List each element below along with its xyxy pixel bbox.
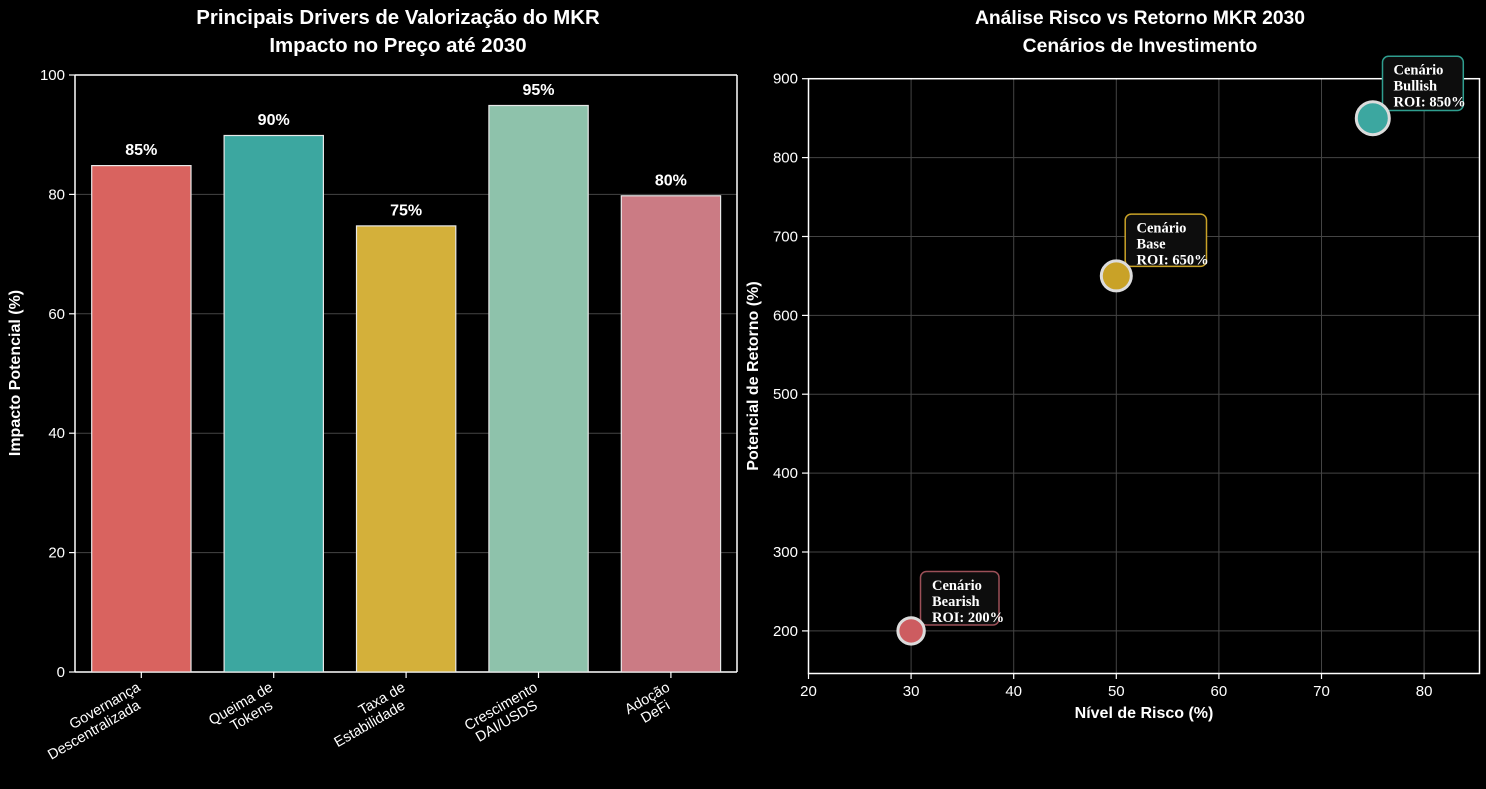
svg-text:90%: 90% <box>258 112 290 129</box>
svg-text:40: 40 <box>48 425 65 442</box>
svg-text:20: 20 <box>48 545 65 562</box>
svg-text:Principais Drivers de Valoriza: Principais Drivers de Valorização do MKR <box>196 7 600 29</box>
svg-text:80: 80 <box>48 186 65 203</box>
svg-text:Bullish: Bullish <box>1394 79 1438 95</box>
svg-text:70: 70 <box>1313 683 1330 700</box>
svg-text:95%: 95% <box>522 82 554 99</box>
svg-text:40: 40 <box>1005 683 1022 700</box>
svg-text:60: 60 <box>48 306 65 323</box>
svg-text:80: 80 <box>1416 683 1433 700</box>
svg-text:500: 500 <box>773 386 798 403</box>
svg-text:50: 50 <box>1108 683 1125 700</box>
svg-text:400: 400 <box>773 465 798 482</box>
svg-text:ROI: 850%: ROI: 850% <box>1394 95 1466 111</box>
svg-text:300: 300 <box>773 544 798 561</box>
svg-text:ROI: 200%: ROI: 200% <box>932 610 1004 626</box>
svg-text:Potencial de Retorno (%): Potencial de Retorno (%) <box>745 281 762 470</box>
svg-text:85%: 85% <box>125 142 157 159</box>
svg-text:20: 20 <box>800 683 817 700</box>
svg-text:ROI: 650%: ROI: 650% <box>1137 253 1209 269</box>
svg-text:600: 600 <box>773 307 798 324</box>
svg-text:60: 60 <box>1211 683 1228 700</box>
svg-text:700: 700 <box>773 229 798 246</box>
svg-text:Cenário: Cenário <box>1137 221 1187 237</box>
svg-text:100: 100 <box>40 67 65 84</box>
svg-text:800: 800 <box>773 150 798 167</box>
svg-text:Cenário: Cenário <box>932 578 982 594</box>
svg-text:Cenários de Investimento: Cenários de Investimento <box>1023 36 1258 57</box>
svg-text:Bearish: Bearish <box>932 594 980 610</box>
svg-text:80%: 80% <box>655 172 687 189</box>
svg-text:30: 30 <box>903 683 920 700</box>
svg-text:75%: 75% <box>390 203 422 220</box>
svg-text:900: 900 <box>773 71 798 88</box>
svg-text:Base: Base <box>1137 237 1167 253</box>
svg-text:Impacto no Preço até 2030: Impacto no Preço até 2030 <box>269 35 526 57</box>
svg-text:0: 0 <box>57 664 65 681</box>
svg-text:200: 200 <box>773 623 798 640</box>
svg-text:Nível de Risco (%): Nível de Risco (%) <box>1075 705 1214 722</box>
svg-text:Análise Risco vs Retorno MKR 2: Análise Risco vs Retorno MKR 2030 <box>975 8 1305 29</box>
svg-text:Impacto Potencial (%): Impacto Potencial (%) <box>7 290 24 456</box>
svg-text:Cenário: Cenário <box>1394 63 1444 79</box>
